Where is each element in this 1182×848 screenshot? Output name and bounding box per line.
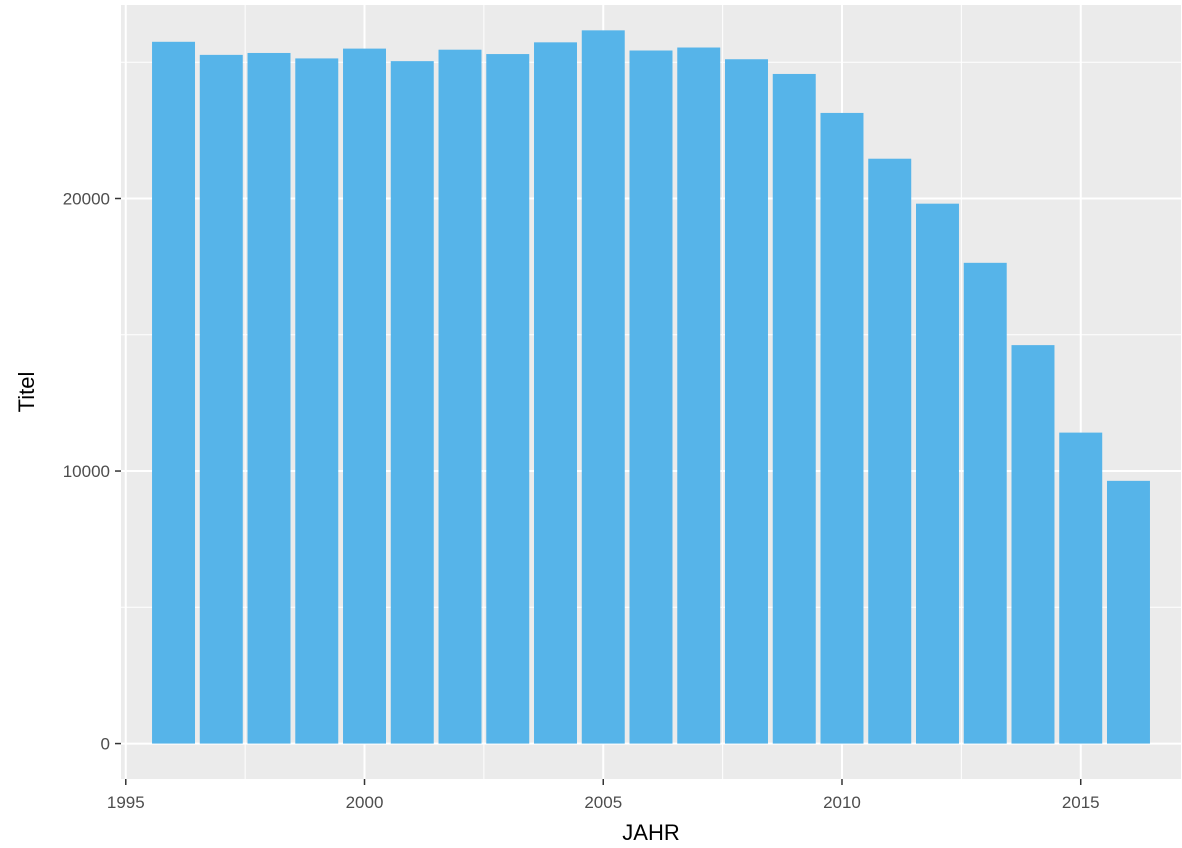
- bar-2007: [677, 47, 721, 744]
- bar-2005: [581, 30, 625, 744]
- bar-1997: [199, 54, 243, 744]
- x-tick-label: 1995: [107, 793, 145, 812]
- bar-2002: [438, 49, 482, 744]
- bar-1996: [152, 41, 196, 744]
- bar-2016: [1106, 480, 1150, 744]
- x-tick-label: 2010: [823, 793, 861, 812]
- bar-2008: [725, 59, 768, 744]
- bar-1998: [247, 52, 291, 744]
- y-tick-label: 0: [101, 735, 110, 754]
- x-axis-title: JAHR: [622, 820, 679, 845]
- bar-2015: [1059, 432, 1103, 744]
- y-axis-title: Titel: [14, 372, 39, 413]
- bar-2010: [820, 112, 864, 744]
- bar-1999: [295, 58, 339, 744]
- x-axis-ticks: 1995 2000 2005 2010 2015: [107, 779, 1100, 812]
- bar-2014: [1011, 345, 1055, 744]
- x-tick-label: 2015: [1062, 793, 1100, 812]
- x-tick-label: 2005: [584, 793, 622, 812]
- bars: [152, 30, 1150, 744]
- y-tick-label: 10000: [63, 462, 110, 481]
- bar-2000: [343, 48, 386, 744]
- bar-2001: [390, 61, 434, 744]
- bar-2011: [868, 158, 912, 744]
- bar-2006: [629, 50, 673, 744]
- bar-2013: [963, 262, 1007, 744]
- x-tick-label: 2000: [346, 793, 384, 812]
- bar-2003: [486, 54, 530, 744]
- bar-2012: [916, 203, 959, 744]
- y-tick-label: 20000: [63, 190, 110, 209]
- bar-2004: [534, 42, 577, 744]
- bar-2009: [772, 73, 816, 744]
- y-axis-ticks: 0 10000 20000: [63, 190, 121, 754]
